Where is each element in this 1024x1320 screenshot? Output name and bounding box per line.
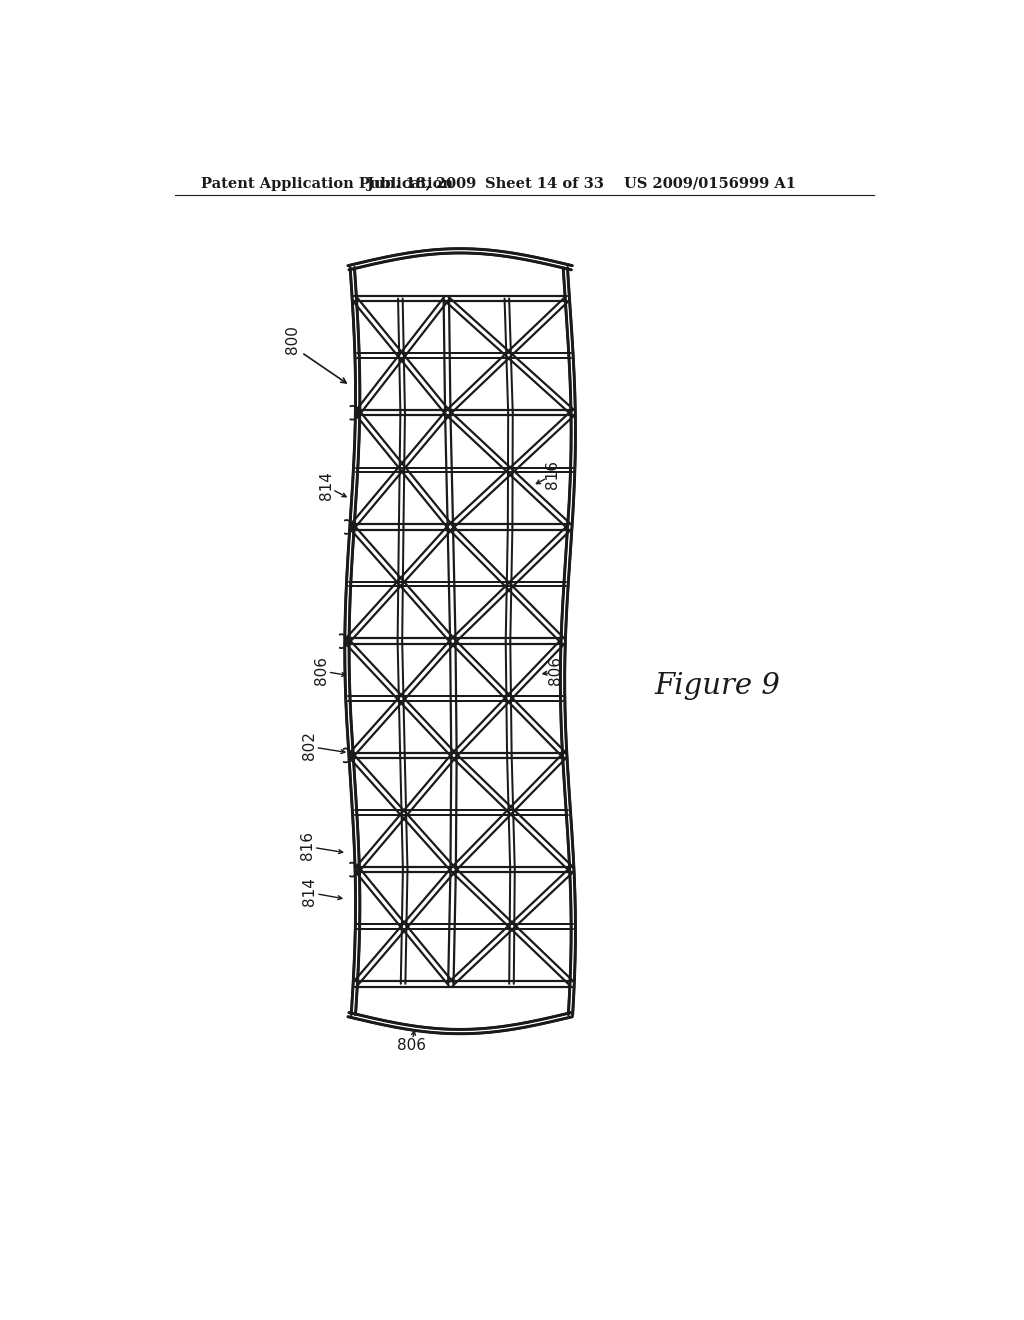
Text: 806: 806: [314, 656, 329, 685]
Text: 802: 802: [302, 731, 316, 759]
Text: 814: 814: [302, 876, 317, 906]
Text: 800: 800: [285, 325, 300, 354]
Text: 814: 814: [319, 471, 335, 500]
Text: 816: 816: [545, 459, 560, 488]
Text: Figure 9: Figure 9: [654, 672, 780, 700]
Text: US 2009/0156999 A1: US 2009/0156999 A1: [624, 177, 796, 191]
Text: Sheet 14 of 33: Sheet 14 of 33: [484, 177, 603, 191]
Text: 806: 806: [397, 1038, 426, 1053]
Text: 816: 816: [300, 830, 315, 859]
Text: 806: 806: [548, 656, 563, 685]
Text: Jun. 18, 2009: Jun. 18, 2009: [367, 177, 476, 191]
Text: Patent Application Publication: Patent Application Publication: [202, 177, 454, 191]
